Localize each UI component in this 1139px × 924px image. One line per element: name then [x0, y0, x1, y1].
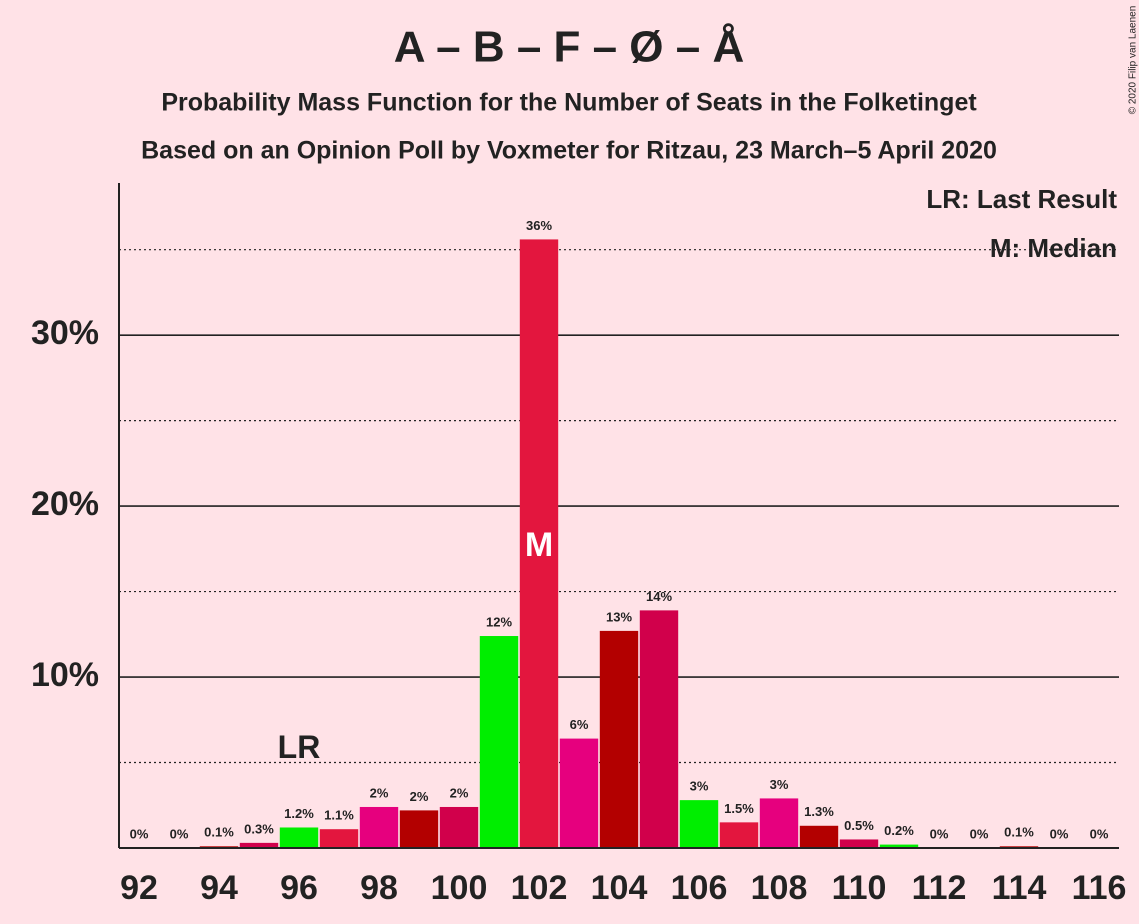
x-tick-label: 114 [992, 869, 1047, 907]
bar [799, 825, 839, 848]
value-label: 0% [170, 826, 189, 841]
bar [399, 810, 439, 848]
x-tick-label: 104 [591, 869, 648, 907]
value-label: 36% [526, 218, 552, 233]
bar [519, 239, 559, 848]
value-label: 6% [570, 717, 589, 732]
value-label: 0% [970, 826, 989, 841]
x-tick-label: 94 [200, 869, 238, 907]
x-tick-label: 96 [280, 869, 318, 907]
bar [319, 829, 359, 848]
x-tick-label: 112 [912, 869, 967, 907]
x-tick-label: 106 [671, 869, 728, 907]
bar [439, 806, 479, 848]
chart-subtitle: Probability Mass Function for the Number… [161, 89, 977, 117]
x-tick-label: 98 [360, 869, 398, 907]
median-marker: M [525, 526, 553, 564]
y-tick-label: 30% [31, 314, 99, 352]
chart-subtitle: Based on an Opinion Poll by Voxmeter for… [141, 137, 997, 165]
bar [239, 842, 279, 848]
value-label: 0% [930, 826, 949, 841]
bar [839, 839, 879, 848]
value-label: 13% [606, 609, 632, 624]
bar [879, 844, 919, 848]
legend-text: M: Median [990, 233, 1117, 263]
y-tick-label: 20% [31, 485, 99, 523]
last-result-marker: LR [278, 729, 321, 765]
value-label: 1.1% [324, 808, 354, 823]
value-label: 0% [1050, 826, 1069, 841]
value-label: 12% [486, 614, 512, 629]
bar [719, 822, 759, 848]
value-label: 0.3% [244, 821, 274, 836]
x-tick-label: 108 [751, 869, 808, 907]
value-label: 1.2% [284, 806, 314, 821]
value-label: 3% [690, 779, 709, 794]
bar [639, 610, 679, 848]
value-label: 0% [130, 826, 149, 841]
x-tick-label: 110 [832, 869, 887, 907]
bar [679, 800, 719, 848]
value-label: 2% [450, 785, 469, 800]
bar [359, 806, 399, 848]
bar [759, 798, 799, 848]
bar [279, 827, 319, 848]
value-label: 14% [646, 589, 672, 604]
chart-title: A – B – F – Ø – Å [394, 23, 744, 72]
value-label: 1.5% [724, 801, 754, 816]
bar [599, 630, 639, 848]
value-label: 2% [370, 785, 389, 800]
x-tick-label: 102 [511, 869, 568, 907]
x-tick-label: 116 [1072, 869, 1127, 907]
value-label: 0.5% [844, 818, 874, 833]
copyright: © 2020 Filip van Laenen [1128, 6, 1139, 115]
value-label: 0.1% [204, 825, 234, 840]
bar [559, 738, 599, 848]
value-label: 0% [1090, 826, 1109, 841]
value-label: 3% [770, 777, 789, 792]
legend-text: LR: Last Result [926, 184, 1117, 214]
bar [479, 636, 519, 848]
value-label: 0.2% [884, 823, 914, 838]
value-label: 0.1% [1004, 825, 1034, 840]
value-label: 1.3% [804, 804, 834, 819]
x-tick-label: 92 [120, 869, 158, 907]
x-tick-label: 100 [431, 869, 488, 907]
y-tick-label: 10% [31, 656, 99, 694]
value-label: 2% [410, 789, 429, 804]
